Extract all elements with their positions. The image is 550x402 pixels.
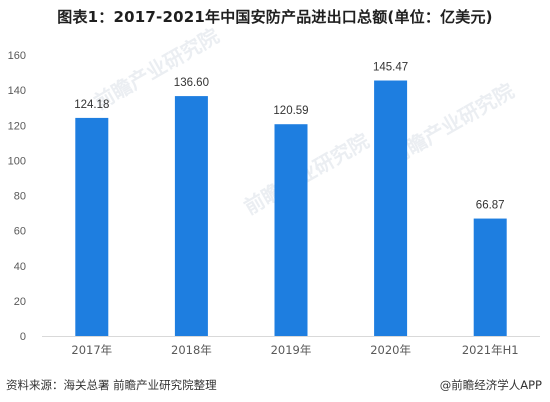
value-label: 124.18 bbox=[74, 99, 109, 111]
x-tick-label: 2021年H1 bbox=[462, 343, 519, 357]
bar bbox=[473, 218, 507, 336]
brand-note: @前瞻经济学人APP bbox=[439, 378, 542, 392]
value-label: 136.60 bbox=[174, 77, 209, 89]
y-tick-label: 20 bbox=[14, 296, 26, 308]
bars bbox=[75, 80, 507, 337]
y-tick-label: 140 bbox=[8, 85, 26, 97]
y-tick-label: 160 bbox=[8, 50, 26, 62]
y-tick-label: 120 bbox=[8, 120, 26, 132]
value-labels: 124.18 136.60 120.59 145.47 66.87 bbox=[74, 62, 504, 212]
y-tick-label: 0 bbox=[20, 331, 26, 343]
bar bbox=[274, 124, 308, 337]
bar bbox=[75, 117, 109, 336]
bar bbox=[374, 80, 408, 336]
x-tick-label: 2020年 bbox=[370, 343, 411, 357]
x-tick-label: 2017年 bbox=[71, 343, 112, 357]
value-label: 120.59 bbox=[273, 105, 308, 117]
y-tick-label: 80 bbox=[14, 191, 26, 203]
value-label: 66.87 bbox=[476, 200, 505, 212]
y-tick-label: 40 bbox=[14, 261, 26, 273]
x-axis: 2017年 2018年 2019年 2020年 2021年H1 bbox=[71, 343, 518, 357]
y-axis: 0 20 40 60 80 100 120 140 160 bbox=[8, 50, 540, 343]
x-tick-label: 2018年 bbox=[171, 343, 212, 357]
bar bbox=[174, 96, 208, 336]
x-tick-label: 2019年 bbox=[271, 343, 312, 357]
chart-title: 图表1：2017-2021年中国安防产品进出口总额(单位：亿美元) bbox=[57, 8, 493, 26]
value-label: 145.47 bbox=[373, 62, 408, 74]
y-tick-label: 60 bbox=[14, 226, 26, 238]
y-tick-label: 100 bbox=[8, 155, 26, 167]
source-note: 资料来源：海关总署 前瞻产业研究院整理 bbox=[6, 378, 217, 392]
